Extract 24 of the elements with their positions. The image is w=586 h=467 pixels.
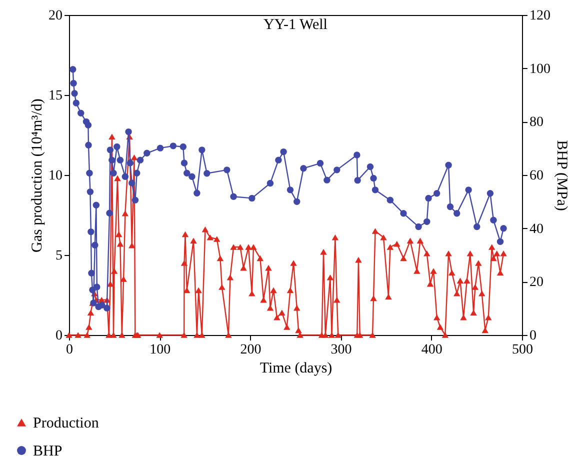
y-tick-label: 5 [56, 248, 62, 264]
y2-tick-label: 40 [530, 222, 544, 237]
chart-title: YY-1 Well [264, 17, 328, 33]
y2-tick-label: 0 [530, 328, 536, 344]
y-axis-title: Gas production (10⁴m³/d) [30, 98, 46, 252]
x-tick-label: 100 [150, 342, 171, 358]
y2-axis-title: BHP (MPa) [554, 140, 570, 211]
legend-label: BHP [33, 444, 62, 460]
legend-label: Production [33, 416, 100, 432]
x-tick-label: 300 [330, 342, 352, 358]
x-axis-title: Time (days) [260, 360, 332, 376]
y2-tick-label: 20 [530, 275, 544, 290]
y2-tick-label: 60 [530, 168, 544, 184]
y-tick-label: 15 [48, 88, 62, 104]
y2-tick-label: 80 [530, 115, 544, 130]
y-tick-label: 20 [48, 8, 62, 24]
y-tick-label: 0 [56, 328, 62, 344]
x-tick-label: 500 [512, 342, 533, 358]
y2-tick-label: 100 [530, 62, 550, 77]
x-tick-label: 400 [421, 342, 442, 358]
x-tick-label: 0 [66, 342, 73, 358]
y2-tick-label: 120 [530, 8, 550, 24]
x-tick-label: 200 [240, 342, 262, 358]
y-tick-label: 10 [48, 168, 62, 184]
